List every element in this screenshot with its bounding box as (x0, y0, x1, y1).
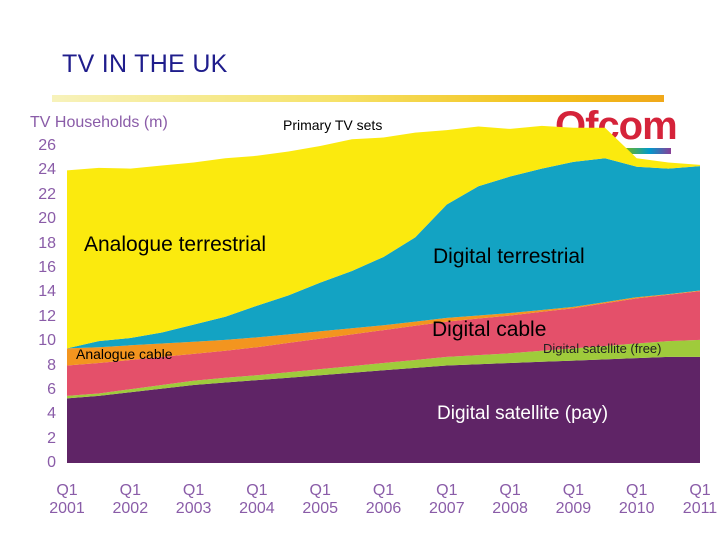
y-tick-label: 16 (38, 258, 56, 276)
x-tick-label: Q1 2004 (239, 482, 275, 517)
y-tick-label: 4 (47, 405, 56, 423)
x-tick-label: Q1 2008 (492, 482, 528, 517)
y-tick-label: 6 (47, 380, 56, 398)
y-tick-label: 14 (38, 283, 56, 301)
y-tick-label: 22 (38, 185, 56, 203)
area-digital-terrestrial (67, 158, 700, 349)
label-analogue-cable: Analogue cable (76, 346, 173, 362)
x-tick-label: Q1 2005 (302, 482, 338, 517)
area-analogue-cable (67, 290, 700, 366)
y-tick-label: 18 (38, 234, 56, 252)
x-tick-label: Q1 2003 (175, 482, 212, 517)
y-tick-label: 24 (38, 161, 56, 179)
x-tick-label: Q1 2001 (49, 482, 85, 517)
label-digital-satellite-free: Digital satellite (free) (543, 341, 662, 356)
x-tick-label: Q1 2009 (555, 482, 592, 517)
label-digital-cable: Digital cable (432, 318, 547, 341)
x-tick-label: Q1 2006 (365, 482, 402, 517)
area-analogue-terrestrial (67, 125, 700, 349)
label-digital-terrestrial: Digital terrestrial (433, 245, 585, 268)
label-analogue-terrestrial: Analogue terrestrial (84, 233, 267, 256)
y-tick-label: 8 (47, 356, 56, 374)
y-tick-label: 26 (38, 137, 56, 154)
y-tick-label: 2 (47, 429, 56, 447)
x-tick-label: Q1 2011 (682, 482, 718, 517)
y-tick-label: 0 (47, 454, 56, 471)
title-underline-bar (52, 95, 664, 102)
y-tick-label: 12 (38, 307, 56, 325)
chart-title: Primary TV sets (283, 117, 383, 133)
x-tick-label: Q1 2002 (112, 482, 149, 517)
area-digital-satellite-pay (67, 356, 700, 463)
area-series-group (67, 125, 700, 463)
y-tick-label: 20 (38, 210, 56, 228)
y-tick-label: 10 (38, 332, 56, 350)
x-tick-label: Q1 2007 (429, 482, 465, 517)
label-digital-satellite-pay: Digital satellite (pay) (437, 403, 609, 424)
y-axis-label: TV Households (m) (30, 114, 168, 131)
area-digital-satellite-free (67, 339, 700, 399)
area-digital-cable (67, 291, 700, 396)
slide-title: TV IN THE UK (62, 50, 228, 78)
x-tick-label: Q1 2010 (618, 482, 655, 517)
